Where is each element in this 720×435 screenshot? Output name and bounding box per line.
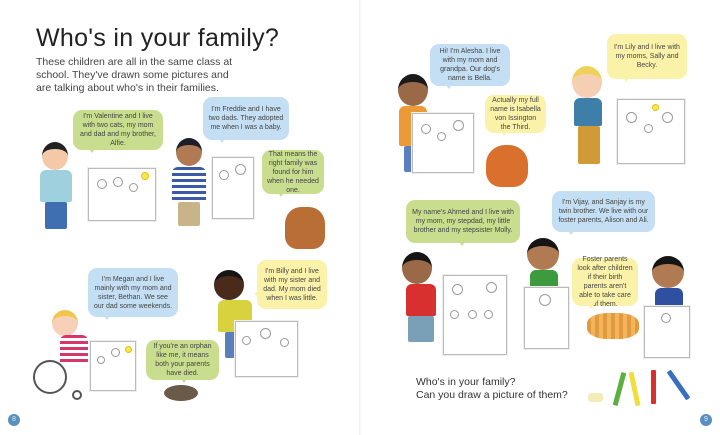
bubble-vijay: I'm Vijay, and Sanjay is my twin brother… [552, 191, 655, 235]
drawing-valentine-family [88, 168, 156, 221]
drawing-lily-family [617, 99, 685, 164]
bubble-ahmed: My name's Ahmed and I live with my mom, … [406, 200, 520, 246]
drawing-sanjay-foster-father [644, 306, 690, 358]
bubble-megan: I'm Megan and I live mainly with my mom … [88, 268, 178, 320]
hedgehog-illustration [164, 385, 198, 401]
bubble-hedgehog: If you're an orphan like me, it means bo… [146, 340, 219, 383]
drawing-billy-family [235, 321, 298, 377]
drawing-alesha-family [412, 113, 474, 173]
blue-pencil-icon [666, 369, 691, 401]
bubble-valentine: I'm Valentine and I live with two cats, … [73, 110, 163, 153]
drawing-freddie-family [212, 157, 254, 219]
cat-illustration [587, 313, 639, 339]
drawing-megan-family [90, 341, 136, 391]
dog-bella-illustration [486, 145, 528, 187]
page-number-right: 9 [700, 414, 712, 426]
intro-text: These children are all in the same class… [36, 56, 233, 94]
eraser-icon [588, 393, 603, 402]
bubble-freddie: I'm Freddie and I have two dads. They ad… [203, 97, 289, 143]
question-line-1: Who's in your family? [416, 376, 516, 388]
red-pencil-icon [651, 370, 656, 404]
green-pencil-icon [612, 371, 627, 407]
page-number-left: 8 [8, 414, 20, 426]
yellow-pencil-icon [628, 371, 641, 407]
drawing-vijay-foster-mother [524, 287, 569, 349]
page-gutter [359, 0, 361, 435]
bubble-dog: That means the right family was found fo… [262, 150, 324, 197]
bubble-billy: I'm Billy and I live with my sister and … [254, 260, 327, 309]
question-line-2: Can you draw a picture of them? [416, 389, 568, 401]
drawing-ahmed-family [443, 275, 507, 355]
bubble-bella: Actually my full name is Isabella von Is… [485, 95, 546, 136]
bubble-cat: Foster parents look after children if th… [572, 256, 638, 309]
closing-question: Who's in your family? Can you draw a pic… [416, 376, 568, 402]
bubble-alesha: Hi! I'm Alesha. I live with my mom and g… [430, 44, 510, 89]
bubble-lily: I'm Lily and I live with my moms, Sally … [607, 34, 687, 82]
page-title: Who's in your family? [36, 24, 280, 52]
bulldog-illustration [285, 207, 325, 249]
